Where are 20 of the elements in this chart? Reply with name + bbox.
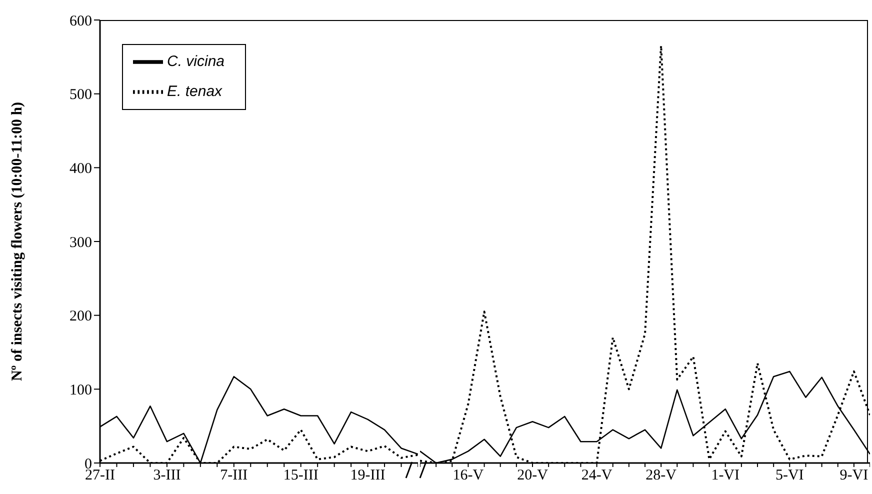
y-tick-label: 600	[70, 13, 92, 30]
y-tick-label: 400	[70, 160, 92, 177]
x-tick-label: 24-V	[581, 468, 612, 484]
x-tick-label: 3-III	[153, 468, 181, 484]
x-tick-label: 1-VI	[711, 468, 740, 484]
y-tick-label: 100	[70, 382, 92, 398]
x-tick-label: 28-V	[646, 468, 677, 484]
legend-label: E. tenax	[167, 82, 222, 100]
x-tick-label: 20-V	[517, 468, 548, 484]
legend-label: C. vicina	[167, 52, 225, 70]
y-tick-label: 200	[70, 308, 92, 325]
x-tick-label: 9-VI	[840, 468, 868, 484]
x-tick-label: 16-V	[452, 468, 484, 484]
x-tick-label: 15-III	[283, 468, 318, 484]
y-tick-label: 300	[70, 234, 92, 251]
x-tick-label: 19-III	[350, 468, 386, 484]
x-tick-label: 7-III	[220, 468, 248, 484]
y-axis-title: Nº of insects visiting flowers (10:00-11:00 h)	[9, 102, 26, 382]
x-tick-label: 5-VI	[775, 468, 804, 484]
y-tick-label: 500	[70, 87, 92, 104]
